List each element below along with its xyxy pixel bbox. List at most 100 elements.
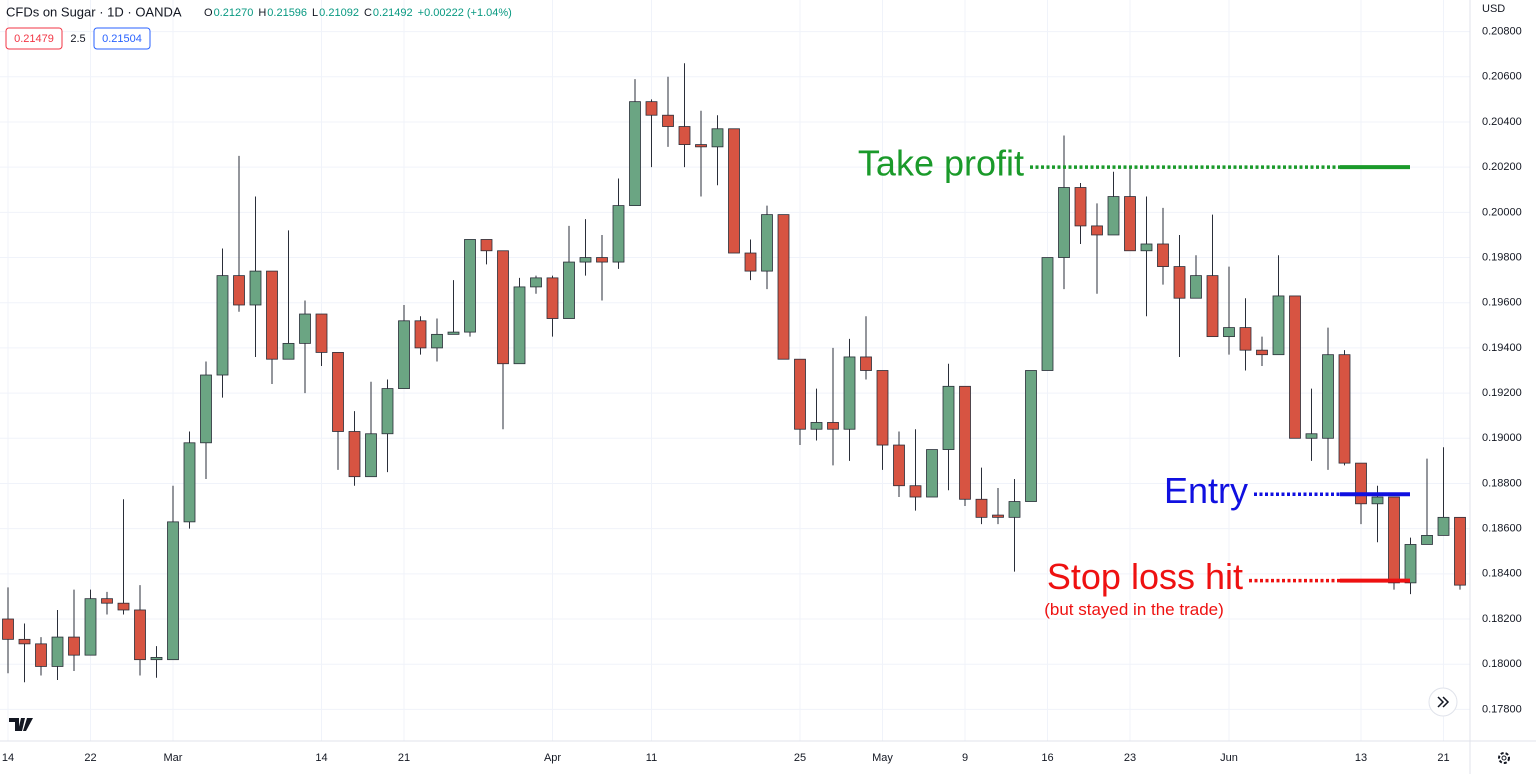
candle-body [1272, 295, 1285, 356]
candle-body [167, 521, 179, 661]
candle-body [1107, 196, 1120, 236]
candle-body [662, 114, 674, 127]
x-tick-label: Mar [164, 752, 183, 764]
candle-body [810, 422, 823, 430]
x-tick-label: Apr [544, 752, 561, 764]
candle-body [942, 385, 955, 450]
candle-body [480, 239, 493, 252]
candle-body [629, 101, 641, 206]
candle-body [2, 618, 14, 640]
candle-body [315, 313, 328, 353]
x-tick-label: 21 [398, 752, 410, 764]
x-tick-label: 22 [84, 752, 96, 764]
candle-body [35, 643, 47, 667]
candle-body [1239, 327, 1252, 351]
settings-icon[interactable] [1498, 752, 1510, 764]
y-tick-label: 0.19200 [1482, 387, 1522, 399]
candle-body [18, 638, 31, 645]
candle-body [365, 433, 377, 478]
ohlc-key: O [204, 7, 213, 19]
candle-body [1223, 327, 1235, 338]
x-tick-label: 14 [315, 752, 327, 764]
ohlc-value: 0.21596 [267, 7, 307, 19]
x-tick-label: 21 [1437, 752, 1449, 764]
ohlc-key: H [258, 7, 266, 19]
candle-body [464, 239, 476, 333]
y-tick-label: 0.20000 [1482, 206, 1522, 218]
candle-body [1305, 433, 1318, 439]
candle-body [249, 270, 262, 306]
candle-body [1008, 501, 1021, 518]
y-tick-label: 0.19600 [1482, 297, 1522, 309]
candle-body [893, 444, 905, 487]
x-tick-label: 11 [646, 752, 657, 764]
candle-body [398, 320, 410, 389]
x-tick-label: 9 [962, 752, 968, 764]
x-tick-label: 13 [1355, 752, 1367, 764]
ask-box[interactable] [93, 27, 151, 50]
x-tick-label: 25 [794, 752, 806, 764]
candle-body [761, 214, 773, 272]
candle-body [1371, 496, 1384, 505]
candle-body [1025, 370, 1037, 502]
annotation-text: Stop loss hit [1047, 556, 1243, 597]
candle-body [876, 370, 889, 446]
y-tick-label: 0.18800 [1482, 477, 1522, 489]
candle-body [183, 442, 196, 523]
x-tick-label: 14 [2, 752, 14, 764]
candle-body [381, 388, 394, 435]
scroll-button[interactable] [1428, 687, 1458, 717]
candle-body [728, 128, 740, 254]
candle-body [794, 358, 806, 430]
y-tick-label: 0.18400 [1482, 568, 1522, 580]
y-tick-label: 0.19000 [1482, 432, 1522, 444]
currency[interactable]: USD [1482, 3, 1505, 15]
candle-body [860, 356, 872, 371]
header: CFDs on Sugar · 1D · OANDA 0.21479 2.5 0… [5, 3, 1505, 50]
y-tick-label: 0.18000 [1482, 658, 1522, 670]
ohlc-change: +0.00222 (+1.04%) [418, 7, 512, 19]
candle-body [299, 313, 311, 344]
x-tick-label: May [872, 752, 893, 764]
y-tick-label: 0.19800 [1482, 251, 1522, 263]
candle-body [1058, 187, 1070, 258]
candle-body [1157, 243, 1169, 267]
candle-body [1454, 516, 1466, 586]
candle-body [695, 144, 707, 148]
bid-box[interactable] [5, 27, 63, 50]
y-tick-label: 0.19400 [1482, 342, 1522, 354]
plot: Take profit Entry Stop loss hit (but stayed… [2, 63, 1466, 683]
candle-body [1355, 462, 1367, 505]
candle-body [447, 331, 460, 335]
ohlc-key: C [364, 7, 372, 19]
candle-body [909, 485, 922, 498]
bid: 0.21479 [14, 33, 54, 45]
y-tick-label: 0.20600 [1482, 71, 1522, 83]
candle-body [497, 250, 509, 365]
candle-body [579, 257, 592, 263]
x-tick-label: 23 [1124, 752, 1136, 764]
y-tick-label: 0.18200 [1482, 613, 1522, 625]
candle-body [200, 374, 212, 444]
candle-body [233, 275, 245, 306]
candle-body [348, 431, 361, 478]
candle-body [612, 205, 625, 263]
candle-body [959, 385, 971, 500]
candle-body [744, 252, 757, 272]
annotation-text: Entry [1164, 470, 1248, 511]
candle-body [266, 270, 278, 360]
candle-body [530, 277, 542, 288]
candle-body [282, 342, 295, 360]
candle-body [1322, 354, 1334, 439]
candle-body [711, 128, 724, 148]
candle-body [332, 352, 344, 432]
candle-body [84, 598, 97, 656]
candle-body [777, 214, 790, 360]
annotation-text: Take profit [858, 143, 1024, 184]
ask: 0.21504 [102, 33, 142, 45]
candle-body [51, 636, 64, 667]
candle-body [1173, 266, 1186, 299]
candle-body [414, 320, 427, 349]
candle-body [1190, 275, 1202, 299]
